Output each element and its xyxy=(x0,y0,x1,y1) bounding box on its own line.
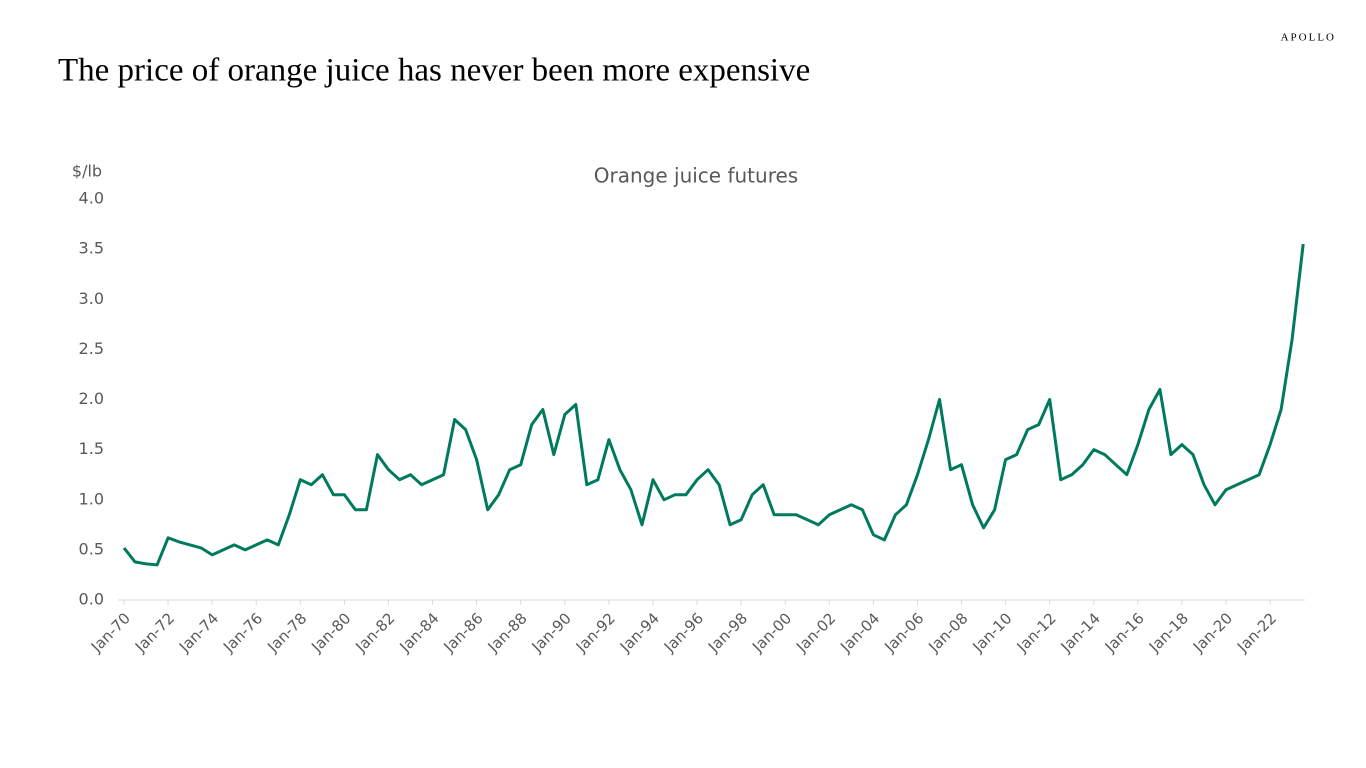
x-tick-label: Jan-86 xyxy=(440,609,487,656)
x-tick-label: Jan-98 xyxy=(704,609,751,656)
y-tick-label: 3.5 xyxy=(79,239,104,258)
x-tick-label: Jan-16 xyxy=(1101,609,1148,656)
x-tick-label: Jan-74 xyxy=(175,609,222,656)
y-axis-label: $/lb xyxy=(72,162,102,181)
x-tick-label: Jan-14 xyxy=(1057,609,1104,656)
x-tick-label: Jan-76 xyxy=(219,609,266,656)
x-tick-label: Jan-20 xyxy=(1189,609,1236,656)
x-tick-label: Jan-02 xyxy=(792,609,839,656)
y-tick-label: 0.5 xyxy=(79,539,104,558)
x-tick-label: Jan-78 xyxy=(263,609,310,656)
x-tick-label: Jan-72 xyxy=(131,609,178,656)
brand: APOLLO xyxy=(1281,32,1336,44)
x-tick-label: Jan-94 xyxy=(616,609,663,656)
y-tick-label: 2.0 xyxy=(79,389,104,408)
x-tick-label: Jan-84 xyxy=(395,609,442,656)
x-tick-label: Jan-04 xyxy=(836,609,883,656)
x-tick-label: Jan-96 xyxy=(660,609,707,656)
x-tick-label: Jan-18 xyxy=(1145,609,1192,656)
y-tick-label: 3.0 xyxy=(79,289,104,308)
y-tick-label: 1.5 xyxy=(79,439,104,458)
x-tick-label: Jan-92 xyxy=(572,609,619,656)
x-tick-label: Jan-80 xyxy=(307,609,354,656)
y-tick-label: 2.5 xyxy=(79,339,104,358)
x-tick-label: Jan-90 xyxy=(528,609,575,656)
chart-title: The price of orange juice has never been… xyxy=(58,53,810,89)
y-tick-label: 4.0 xyxy=(79,189,104,208)
x-tick-label: Jan-12 xyxy=(1013,609,1060,656)
y-tick-label: 1.0 xyxy=(79,489,104,508)
x-tick-label: Jan-88 xyxy=(484,609,531,656)
x-tick-label: Jan-70 xyxy=(87,609,134,656)
x-tick-label: Jan-10 xyxy=(969,609,1016,656)
x-tick-label: Jan-22 xyxy=(1233,609,1280,656)
x-tick-label: Jan-00 xyxy=(748,609,795,656)
x-tick-label: Jan-06 xyxy=(880,609,927,656)
x-tick-label: Jan-82 xyxy=(351,609,398,656)
x-tick-label: Jan-08 xyxy=(924,609,971,656)
series-line xyxy=(122,243,1305,567)
y-tick-label: 0.0 xyxy=(79,590,104,609)
chart-subtitle: Orange juice futures xyxy=(594,164,798,188)
